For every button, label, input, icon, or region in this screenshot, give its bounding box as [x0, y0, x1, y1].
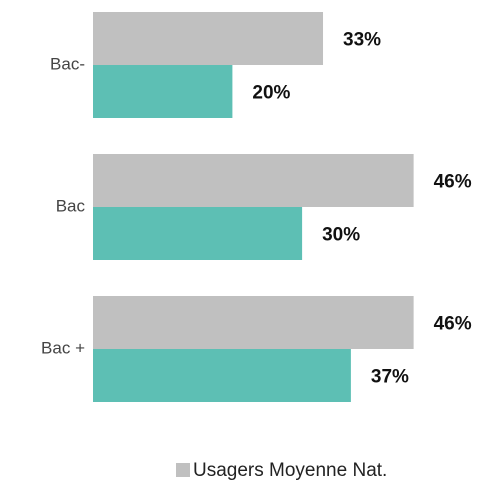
category-label: Bac + [41, 338, 85, 357]
value-label: 46% [434, 172, 472, 193]
bar [93, 12, 324, 65]
bar [93, 154, 414, 207]
bar [93, 349, 351, 402]
value-label: 46% [434, 314, 472, 335]
bar [93, 296, 414, 349]
value-label: 30% [322, 225, 360, 246]
legend-marker [176, 463, 190, 477]
category-label: Bac- [50, 54, 85, 73]
category-label: Bac [56, 196, 86, 215]
value-label: 37% [371, 367, 409, 388]
bar [93, 65, 233, 118]
legend-label: Usagers Moyenne Nat. [193, 460, 387, 481]
bar [93, 207, 303, 260]
value-label: 33% [343, 30, 381, 51]
value-label: 20% [252, 83, 290, 104]
